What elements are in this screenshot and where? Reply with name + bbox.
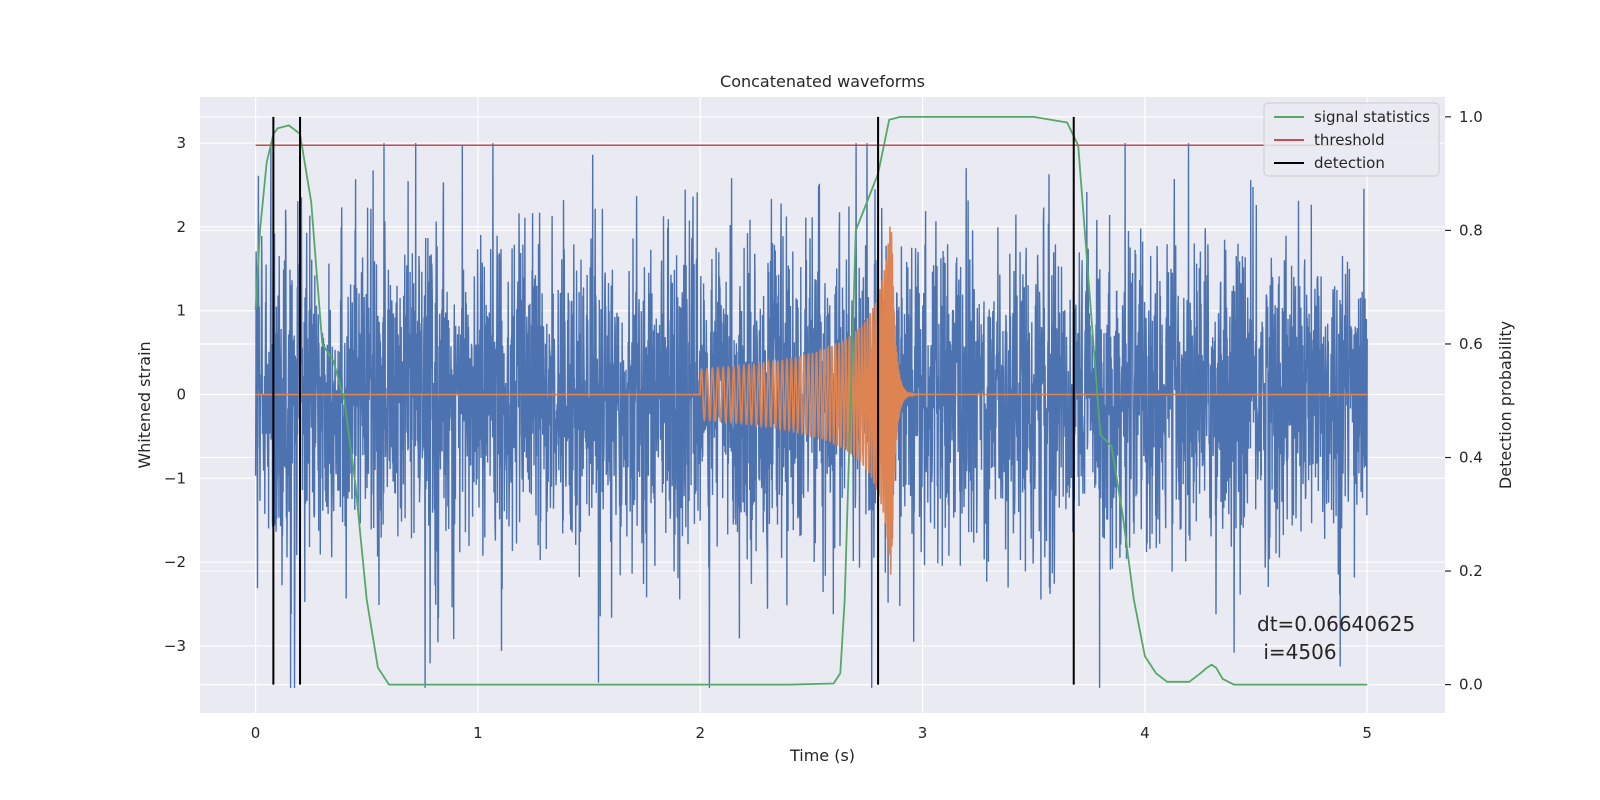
y-tick-label: 1 (176, 302, 186, 320)
data-layer (254, 116, 1368, 688)
series-signal-statistics (254, 116, 1368, 686)
chart-title: Concatenated waveforms (720, 72, 925, 91)
y2-tick-label: 1.0 (1459, 108, 1483, 126)
legend-label-detection: detection (1314, 154, 1385, 172)
y-axis-label: Whitened strain (135, 341, 154, 468)
x-tick-label: 4 (1140, 724, 1150, 742)
y-tick-label: 0 (176, 386, 186, 404)
y-tick-label: 2 (176, 218, 186, 236)
series-template-chirp (255, 226, 1368, 575)
annotation-index: i=4506 (1257, 640, 1337, 664)
legend-label-threshold: threshold (1314, 131, 1385, 149)
legend-box (1263, 102, 1440, 177)
annotation-dt: dt=0.06640625 (1257, 612, 1415, 636)
y-tick-label: −2 (164, 553, 186, 571)
y-tick-label: −1 (164, 469, 186, 487)
x-tick-label: 5 (1362, 724, 1372, 742)
y2-tick-label: 0.4 (1459, 449, 1483, 467)
legend-label-signal-statistics: signal statistics (1314, 108, 1430, 126)
legend: signal statistics threshold detection (1263, 102, 1440, 177)
x-tick-label: 0 (251, 724, 261, 742)
y2-tick-label: 0.0 (1459, 676, 1483, 694)
y2-tick-label: 0.2 (1459, 562, 1483, 580)
x-tick-label: 1 (473, 724, 483, 742)
y-tick-label: −3 (164, 637, 186, 655)
x-tick-label: 3 (918, 724, 928, 742)
y2-tick-label: 0.6 (1459, 335, 1483, 353)
x-axis-label: Time (s) (789, 746, 855, 765)
y2-tick-label: 0.8 (1459, 221, 1483, 239)
y2-axis-label: Detection probability (1496, 321, 1515, 489)
x-tick-label: 2 (695, 724, 705, 742)
axes: 0 1 2 3 4 5 −3 −2 −1 0 1 2 3 0.0 0.2 0.4 0.6 0.8 1.0 (164, 108, 1483, 742)
y-tick-label: 3 (176, 134, 186, 152)
